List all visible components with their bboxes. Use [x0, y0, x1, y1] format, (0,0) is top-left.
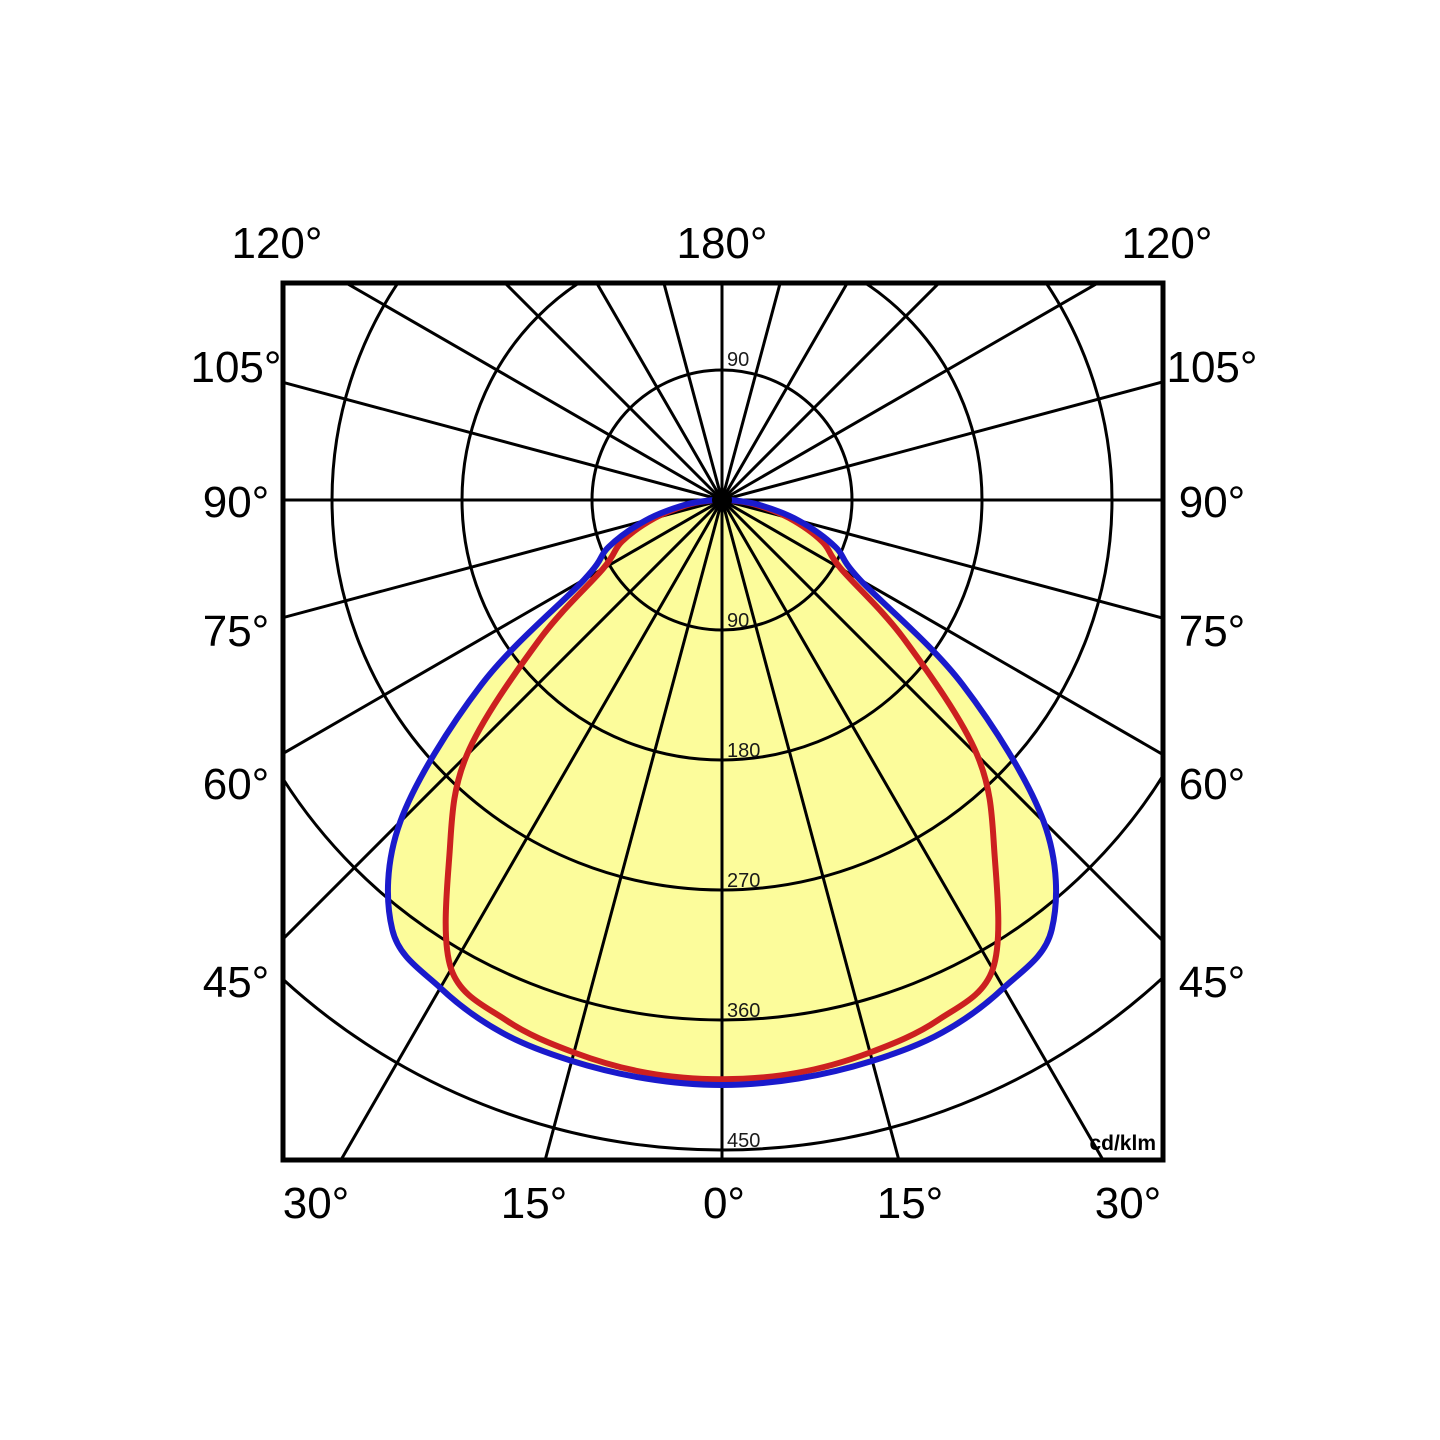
angle-label-right: 45° — [1179, 958, 1246, 1007]
angle-label-top: 180° — [676, 219, 767, 268]
grid-ray — [720, 498, 1163, 944]
grid-ray — [283, 380, 723, 502]
ring-label: 270 — [727, 870, 760, 892]
angle-label-right: 60° — [1179, 760, 1246, 809]
grid-ray — [662, 283, 724, 501]
angle-label-left: 60° — [203, 760, 270, 809]
ring-label: 90 — [727, 610, 749, 632]
grid-ray — [339, 499, 724, 1160]
pole-dot — [712, 490, 732, 510]
angle-label-left: 75° — [203, 607, 270, 656]
ring-label: 180 — [727, 740, 760, 762]
grid-ray — [283, 498, 723, 756]
angle-label-right: 90° — [1179, 478, 1246, 527]
grid-ray — [720, 283, 782, 501]
red-curve — [442, 497, 1002, 1083]
grid-ray — [720, 283, 850, 501]
grid-ray — [721, 498, 1163, 620]
grid-ray — [720, 283, 942, 502]
angle-label-top: 120° — [1121, 219, 1212, 268]
grid-ray — [543, 499, 724, 1160]
angle-label-left: 90° — [203, 478, 270, 527]
angle-label-left: 105° — [190, 343, 281, 392]
grid-ray — [283, 498, 723, 620]
grid-ray — [720, 499, 901, 1160]
angle-label-left: 45° — [203, 958, 270, 1007]
unit-label: cd/klm — [1089, 1132, 1156, 1155]
angle-label-bottom: 30° — [283, 1179, 350, 1228]
angle-label-top: 120° — [231, 219, 322, 268]
angle-label-bottom: 15° — [501, 1179, 568, 1228]
angle-label-bottom: 15° — [877, 1179, 944, 1228]
grid-ray — [594, 283, 724, 501]
grid-ray — [343, 283, 723, 502]
ring-label-top: 90 — [727, 349, 749, 371]
grid-ray — [721, 498, 1163, 757]
blue-curve — [384, 497, 1060, 1089]
angle-label-right: 105° — [1166, 343, 1257, 392]
angle-label-right: 75° — [1179, 607, 1246, 656]
grid-ray — [721, 283, 1101, 502]
ring-label: 450 — [727, 1130, 760, 1152]
grid-ray — [721, 380, 1163, 502]
ring-label: 360 — [727, 1000, 760, 1022]
angle-label-bottom: 0° — [703, 1179, 745, 1228]
grid-ray — [283, 498, 724, 942]
angle-label-bottom: 30° — [1095, 1179, 1162, 1228]
plot-border — [280, 280, 1166, 1163]
grid-ray — [720, 499, 1105, 1160]
grid-ray — [502, 283, 724, 502]
